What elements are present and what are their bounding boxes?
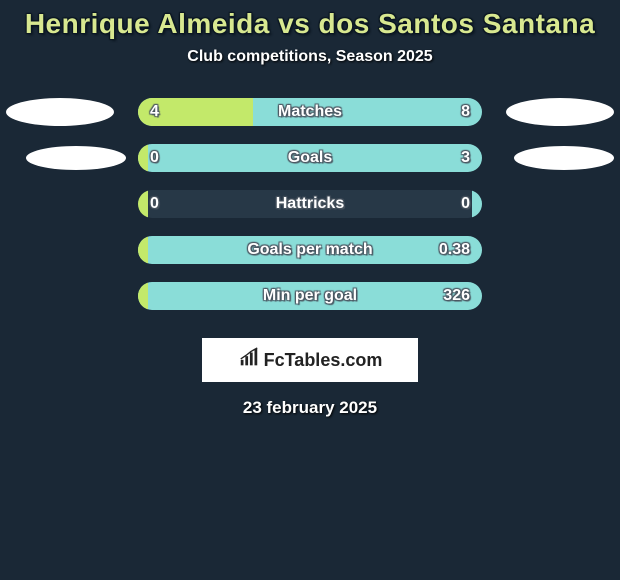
stat-bar-track bbox=[138, 236, 482, 264]
bar-chart-icon bbox=[238, 347, 260, 374]
logo-box: FcTables.com bbox=[202, 338, 418, 382]
stat-bar-track bbox=[138, 190, 482, 218]
stat-row: Min per goal326 bbox=[0, 282, 620, 328]
stat-bar-left-fill bbox=[138, 236, 148, 264]
player2-oval bbox=[514, 146, 614, 170]
logo-text: FcTables.com bbox=[264, 350, 383, 371]
stat-bar-left-fill bbox=[138, 144, 148, 172]
stat-rows: Matches48Goals03Hattricks00Goals per mat… bbox=[0, 98, 620, 328]
stat-row: Goals03 bbox=[0, 144, 620, 190]
logo-text-fc: FcTables.com bbox=[264, 350, 383, 370]
stat-bar-left-fill bbox=[138, 98, 253, 126]
subtitle: Club competitions, Season 2025 bbox=[0, 48, 620, 66]
comparison-infographic: Henrique Almeida vs dos Santos Santana C… bbox=[0, 0, 620, 580]
page-title: Henrique Almeida vs dos Santos Santana bbox=[0, 8, 620, 40]
player1-oval bbox=[26, 146, 126, 170]
stat-bar-left-fill bbox=[138, 282, 148, 310]
date-text: 23 february 2025 bbox=[0, 398, 620, 418]
stat-bar-right-fill bbox=[472, 190, 482, 218]
stat-row: Hattricks00 bbox=[0, 190, 620, 236]
stat-bar-track bbox=[138, 144, 482, 172]
stat-row: Goals per match0.38 bbox=[0, 236, 620, 282]
player2-oval bbox=[506, 98, 614, 126]
stat-bar-track bbox=[138, 282, 482, 310]
player1-oval bbox=[6, 98, 114, 126]
stat-row: Matches48 bbox=[0, 98, 620, 144]
stat-bar-left-fill bbox=[138, 190, 148, 218]
stat-bar-track bbox=[138, 98, 482, 126]
